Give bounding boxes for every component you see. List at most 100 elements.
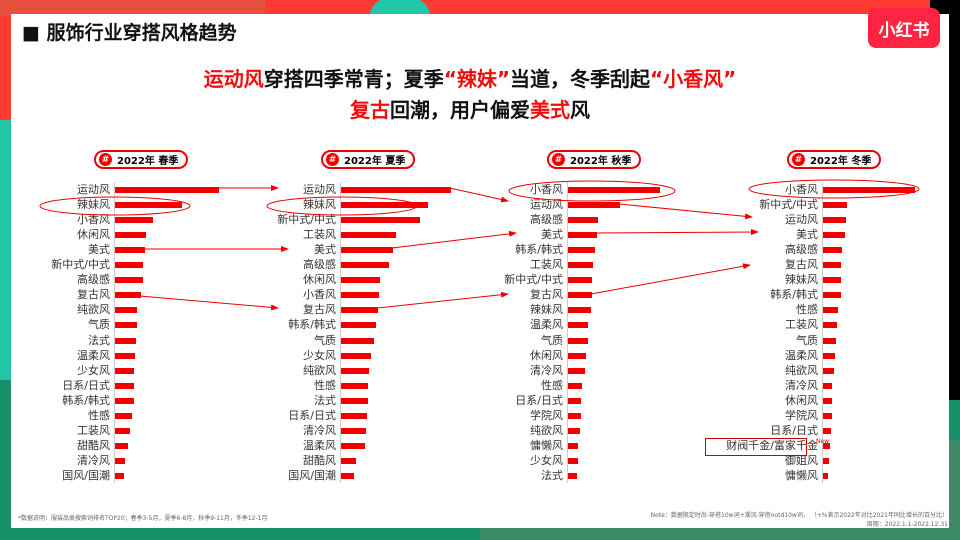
highlight-ellipse — [266, 196, 418, 216]
bar — [823, 217, 846, 224]
bar — [823, 292, 841, 299]
bar — [823, 232, 845, 239]
category-label: 少女风 — [303, 348, 336, 362]
bar — [568, 472, 577, 479]
category-label: 甜酷风 — [303, 453, 336, 467]
bar — [823, 307, 838, 314]
highlight-ellipse — [39, 196, 191, 216]
bar — [341, 337, 374, 344]
bar — [115, 352, 135, 359]
category-label: 日系/日式 — [770, 423, 818, 437]
bar — [115, 382, 134, 389]
bar — [823, 367, 834, 374]
bar — [568, 232, 597, 239]
category-label: 休闲风 — [303, 273, 336, 287]
category-label: 纯欲风 — [530, 423, 563, 437]
category-label: 气质 — [796, 333, 818, 347]
bar — [341, 457, 356, 464]
season-title: 2022年 夏季 — [344, 156, 406, 167]
highlight-ellipse — [748, 179, 920, 199]
category-label: 纯欲风 — [77, 303, 110, 317]
headline-segment: 穿搭四季常青；夏季 — [263, 67, 444, 91]
bar — [341, 232, 396, 239]
xiaohongshu-logo: 小红书 — [868, 8, 940, 48]
bar — [115, 442, 128, 449]
category-label: 清冷风 — [77, 453, 110, 467]
category-label: 气质 — [314, 333, 336, 347]
headline-line-2: 复古回潮，用户偏爱美式风 — [0, 94, 940, 123]
category-label: 学院风 — [530, 408, 563, 422]
category-label: 小香风 — [530, 183, 563, 196]
bar — [823, 412, 832, 419]
category-label: 新中式/中式 — [759, 198, 818, 212]
category-label: 韩系/韩式 — [62, 393, 110, 407]
category-label: 少女风 — [77, 363, 110, 377]
category-label: 国风/国潮 — [62, 468, 110, 482]
bar — [568, 397, 581, 404]
category-label: 性感 — [314, 378, 336, 392]
bar — [115, 292, 141, 299]
highlight-ellipse — [508, 180, 676, 202]
bar — [341, 307, 378, 314]
bar — [341, 187, 451, 193]
category-label: 工装风 — [530, 258, 563, 272]
category-label: 气质 — [541, 333, 563, 347]
bar — [568, 367, 585, 374]
headline-segment: 风 — [570, 98, 590, 122]
category-label: 高级感 — [77, 273, 110, 287]
category-label: 复古风 — [303, 303, 336, 317]
trend-arrow — [590, 263, 751, 295]
bar — [823, 337, 836, 344]
bar — [341, 352, 371, 359]
category-label: 休闲风 — [785, 393, 818, 407]
category-label: 法式 — [314, 393, 336, 407]
bar — [341, 277, 380, 284]
bg-decoration — [0, 0, 265, 16]
category-label: 新中式/中式 — [504, 273, 563, 287]
bar — [568, 247, 595, 254]
category-label: 国风/国潮 — [288, 468, 336, 482]
bar — [568, 352, 586, 359]
category-label: 辣妹风 — [77, 198, 110, 212]
category-label: 法式 — [88, 333, 110, 347]
trend-arrow — [595, 229, 759, 236]
bar — [341, 472, 354, 479]
bar — [115, 307, 137, 314]
bar — [115, 412, 132, 419]
category-label: 休闲风 — [530, 348, 563, 362]
hash-icon: # — [792, 153, 805, 166]
category-label: 学院风 — [785, 408, 818, 422]
bar — [568, 202, 620, 209]
category-label: 性感 — [88, 408, 110, 422]
bar — [115, 472, 124, 479]
category-label: 辣妹风 — [530, 303, 563, 317]
category-label: 运动风 — [530, 198, 563, 212]
category-label: 新中式/中式 — [51, 258, 110, 272]
bar — [568, 322, 588, 329]
category-label: 御姐风 — [785, 453, 818, 467]
season-title: 2022年 秋季 — [570, 156, 632, 167]
bar — [341, 397, 368, 404]
bar — [115, 367, 134, 374]
bar — [115, 322, 137, 329]
category-label: 纯欲风 — [303, 363, 336, 377]
hash-icon: # — [552, 153, 565, 166]
category-label: 运动风 — [77, 183, 110, 196]
bar — [115, 457, 125, 464]
hash-icon: # — [99, 153, 112, 166]
category-label: 日系/日式 — [515, 393, 563, 407]
category-label: 工装风 — [303, 228, 336, 242]
category-label: 温柔风 — [303, 438, 336, 452]
bar — [341, 247, 393, 254]
bar — [115, 427, 130, 434]
category-label: 纯欲风 — [785, 363, 818, 377]
category-label: 日系/日式 — [288, 408, 336, 422]
note-footnote: Note：数据限定时尚-穿搭10w词+潮流-穿搭ootd10w词， （+%表示2… — [650, 512, 948, 519]
season-title: 2022年 春季 — [117, 156, 179, 167]
category-label: 甜酷风 — [77, 438, 110, 452]
bar — [823, 472, 828, 479]
bar — [568, 382, 582, 389]
season-title: 2022年 冬季 — [810, 156, 872, 167]
category-label: 高级感 — [303, 258, 336, 272]
headline-segment: “小香风” — [650, 67, 737, 91]
